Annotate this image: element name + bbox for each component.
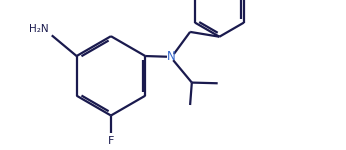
Text: F: F [108,136,114,146]
Text: N: N [167,50,175,63]
Text: H₂N: H₂N [29,24,49,34]
